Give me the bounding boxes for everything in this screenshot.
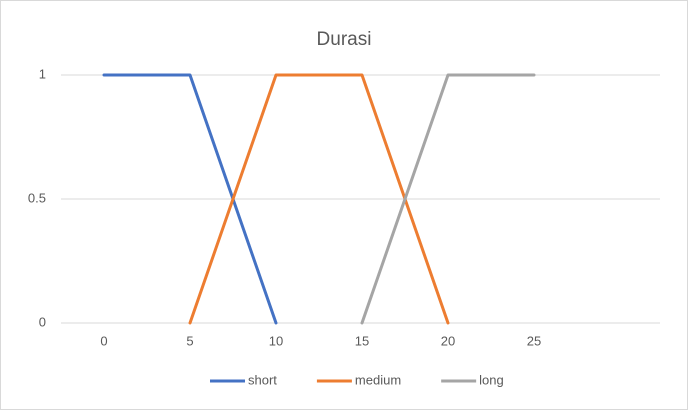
x-tick-label: 15 [355,333,369,348]
chart-title: Durasi [317,29,372,50]
x-tick-label: 5 [186,333,193,348]
legend-label: short [248,372,277,387]
y-tick-label: 0.5 [28,190,46,205]
legend-label: medium [355,372,401,387]
x-tick-label: 20 [441,333,455,348]
y-tick-label: 1 [39,66,46,81]
x-tick-label: 0 [100,333,107,348]
x-tick-label: 25 [527,333,541,348]
y-tick-label: 0 [39,314,46,329]
line-series [102,73,278,325]
line-series [360,73,536,325]
x-tick-label: 10 [269,333,283,348]
legend-label: long [479,372,504,387]
